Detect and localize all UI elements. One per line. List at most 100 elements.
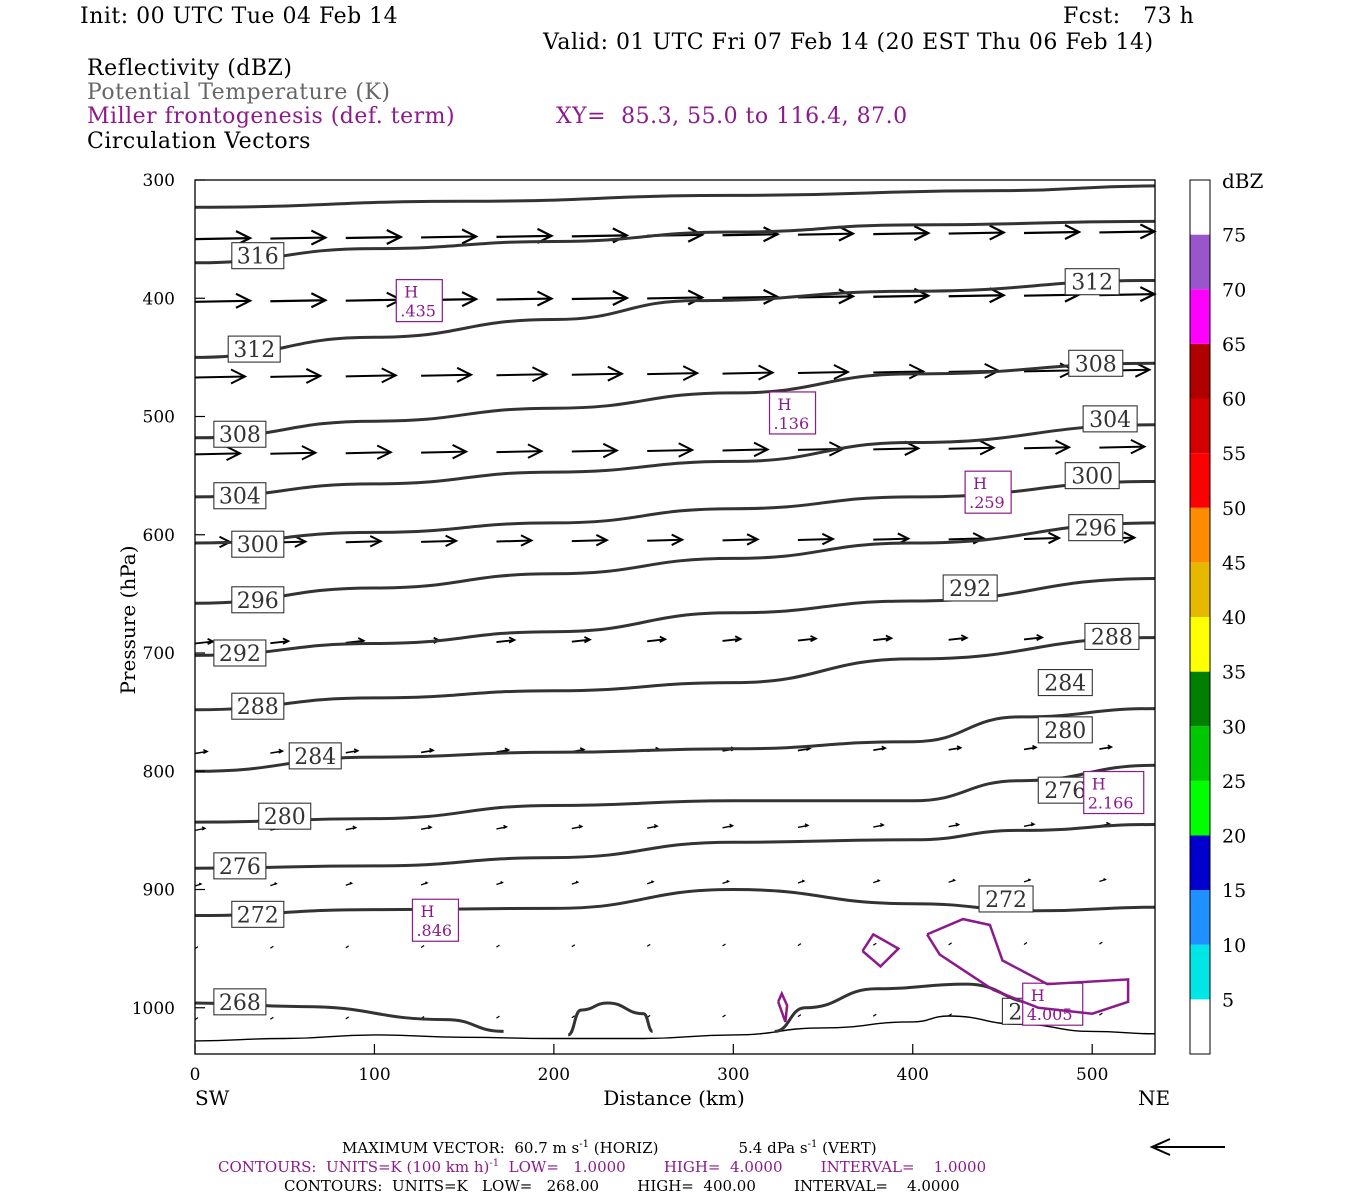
y-tick-label: 1000 xyxy=(132,999,175,1019)
circulation-vector xyxy=(722,364,775,381)
forecast-hour: Fcst: 73 h xyxy=(1063,4,1195,29)
y-tick-label: 300 xyxy=(143,171,175,191)
circulation-vector xyxy=(496,747,511,753)
circulation-vector xyxy=(872,1013,877,1017)
frontogenesis-contour xyxy=(861,932,901,969)
circulation-vector xyxy=(797,225,856,242)
circulation-vector xyxy=(646,880,655,885)
circulation-vector xyxy=(270,368,323,384)
circulation-vector xyxy=(270,229,328,246)
colorbar-level-label: 30 xyxy=(1222,716,1246,738)
theta-contour-label-box xyxy=(1064,462,1120,490)
theta-contour-label: 288 xyxy=(1091,625,1133,650)
theta-contour-label: 276 xyxy=(1044,779,1086,804)
theta-contour-info: CONTOURS: UNITS=K LOW= 268.00 HIGH= 400.… xyxy=(284,1177,960,1195)
circulation-vector xyxy=(722,441,770,458)
x-end-left: SW xyxy=(195,1086,230,1110)
x-tick-label: 500 xyxy=(1076,1065,1108,1085)
circulation-vector xyxy=(194,638,216,646)
circulation-vector xyxy=(797,943,802,947)
plot-frame xyxy=(194,179,1156,1055)
theta-contour-label: 272 xyxy=(237,903,279,928)
frontogenesis-max-label: H.136 xyxy=(768,391,817,435)
circulation-vector xyxy=(496,944,500,948)
frontogenesis-max-label: H.435 xyxy=(395,279,443,323)
circulation-vector xyxy=(421,228,479,245)
y-tick-label: 700 xyxy=(143,644,175,664)
purple-contour-range: LOW= 1.0000 HIGH= 4.0000 INTERVAL= 1.000… xyxy=(499,1158,987,1176)
x-tick-label: 300 xyxy=(717,1065,749,1085)
circulation-vector xyxy=(647,824,659,829)
theta-contour-label: 280 xyxy=(1044,719,1086,744)
circulation-vector xyxy=(1023,942,1028,946)
circulation-vector xyxy=(194,368,248,385)
circulation-vector xyxy=(420,747,435,754)
x-end-right: NE xyxy=(1138,1086,1170,1110)
theta-contour-label-box xyxy=(213,988,267,1016)
theta-contour xyxy=(194,279,1156,359)
svg-text:H: H xyxy=(778,395,792,414)
theta-contour-label: 284 xyxy=(294,745,336,770)
theta-contour-label: 296 xyxy=(237,589,279,614)
circulation-vector xyxy=(270,945,274,949)
colorbar-segment xyxy=(1190,726,1210,781)
circulation-vector xyxy=(194,748,209,755)
colorbar-level-label: 50 xyxy=(1222,498,1246,520)
theta-contour-label-box xyxy=(231,242,285,270)
theta-contour-label: 292 xyxy=(219,642,261,667)
theta-contour-label-box xyxy=(288,742,342,770)
circulation-vector xyxy=(872,942,877,946)
circulation-vector xyxy=(1023,224,1082,240)
circulation-vector xyxy=(194,826,207,832)
field-vectors: Circulation Vectors xyxy=(87,129,311,154)
circulation-vector xyxy=(345,535,383,548)
field-theta: Potential Temperature (K) xyxy=(87,80,391,105)
theta-contour xyxy=(567,1001,654,1037)
circulation-vector xyxy=(873,225,931,242)
svg-text:H: H xyxy=(1092,775,1106,794)
circulation-vector xyxy=(948,287,1007,304)
circulation-vector xyxy=(722,226,781,243)
field-frontogenesis: Miller frontogenesis (def. term) xyxy=(87,104,456,129)
svg-text:.259: .259 xyxy=(969,493,1005,512)
circulation-vector xyxy=(722,635,743,643)
purple-contour-info: CONTOURS: UNITS=K (100 km h)-1 LOW= 1.00… xyxy=(218,1158,987,1176)
circulation-vector xyxy=(873,634,894,642)
circulation-vector xyxy=(421,444,469,460)
circulation-vector xyxy=(722,879,731,884)
circulation-vector xyxy=(797,823,810,829)
circulation-vector xyxy=(948,440,996,456)
circulation-vector xyxy=(797,364,851,380)
colorbar-segment xyxy=(1190,234,1210,290)
circulation-vector xyxy=(646,943,651,947)
x-tick-label: 200 xyxy=(538,1065,570,1085)
circulation-vector xyxy=(1099,1012,1103,1016)
y-tick-label: 900 xyxy=(143,881,175,901)
max-vector-horiz-tag: (HORIZ) xyxy=(593,1139,659,1157)
y-axis-title: Pressure (hPa) xyxy=(116,546,140,695)
theta-contour-label-box xyxy=(227,335,281,363)
circulation-vector xyxy=(194,445,243,461)
circulation-vector xyxy=(345,945,350,949)
circulation-vector xyxy=(1023,744,1038,751)
theta-contour xyxy=(194,823,1156,870)
colorbar-segment xyxy=(1190,398,1210,454)
circulation-vector xyxy=(345,881,354,886)
circulation-vector xyxy=(1099,439,1147,455)
theta-contour-label-box xyxy=(213,639,267,667)
theta-contour xyxy=(194,423,1156,499)
circulation-vector xyxy=(873,879,881,884)
colorbar-segment xyxy=(1190,617,1210,672)
valid-time: Valid: 01 UTC Fri 07 Feb 14 (20 EST Thu … xyxy=(543,30,1154,55)
frontogenesis-contour xyxy=(926,917,1130,1015)
circulation-vector xyxy=(571,880,580,885)
theta-contour-label-box xyxy=(213,852,267,880)
circulation-vector xyxy=(571,636,592,644)
colorbar-level-label: 5 xyxy=(1222,989,1234,1011)
colorbar-segment xyxy=(1190,507,1210,563)
circulation-vector xyxy=(421,366,474,383)
theta-contour-label-box xyxy=(231,900,285,928)
theta-contour-label-box xyxy=(978,885,1034,913)
theta-contour xyxy=(194,636,1156,712)
x-tick-label: 100 xyxy=(358,1065,390,1085)
